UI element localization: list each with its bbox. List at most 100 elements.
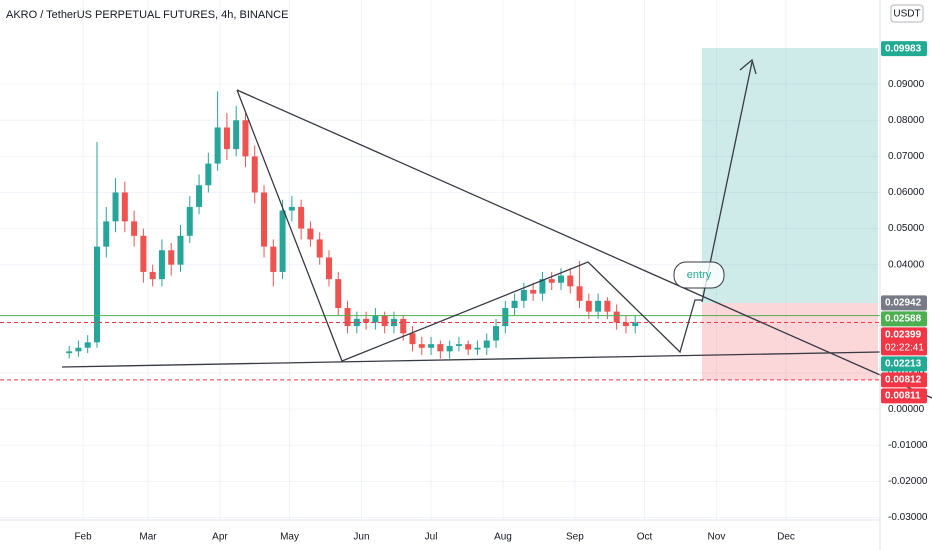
y-tick-label: -0.02000 <box>888 476 928 487</box>
currency-box <box>890 4 924 23</box>
x-tick-label: Feb <box>74 532 92 543</box>
y-tick-label: 0.05000 <box>888 223 925 234</box>
candle-body <box>437 344 444 352</box>
price-badge <box>881 41 927 57</box>
y-tick-label: 0.00000 <box>888 404 925 415</box>
chart-title: AKRO / TetherUS PERPETUAL FUTURES, 4h, B… <box>6 9 288 21</box>
candle-body <box>585 300 592 312</box>
currency: USDT <box>893 9 920 20</box>
candles <box>66 91 639 359</box>
price-badge-label: 0.02942 <box>885 298 922 309</box>
price-badge-label: 0.02213 <box>885 359 922 370</box>
candle-body <box>465 344 472 350</box>
candle-body <box>84 342 91 348</box>
x-tick-label: Mar <box>139 532 157 543</box>
price-badge-label: 0.00811 <box>885 391 921 402</box>
candle-body <box>381 315 388 327</box>
candle-body <box>66 351 73 354</box>
entry-bubble <box>673 261 725 289</box>
candle-body <box>103 221 110 247</box>
price-badge <box>881 356 927 372</box>
candle-body <box>548 279 555 283</box>
candle-body <box>140 235 147 272</box>
candle-body <box>112 192 119 222</box>
candle-body <box>446 345 453 352</box>
candle-body <box>576 286 583 301</box>
candle-body <box>149 271 156 280</box>
candle-body <box>400 318 407 334</box>
candle-body <box>223 127 230 150</box>
candle-body <box>325 257 332 280</box>
candle-body <box>75 347 82 352</box>
candle-body <box>511 300 518 309</box>
price-badge <box>881 388 927 404</box>
y-tick-label: 0.08000 <box>888 115 925 126</box>
candle-body <box>418 344 425 348</box>
candle-body <box>177 235 184 265</box>
candle-body <box>363 318 370 323</box>
price-badge <box>881 295 927 311</box>
trendline <box>236 89 932 399</box>
candle-body <box>158 250 165 280</box>
x-tick-label: Dec <box>777 532 795 543</box>
candle-body <box>242 120 249 157</box>
x-tick-label: May <box>280 532 299 543</box>
y-tick-label: 0.06000 <box>888 187 925 198</box>
price-badge <box>881 372 927 388</box>
price-lines <box>0 315 880 381</box>
candle-body <box>168 250 175 265</box>
stop-zone <box>702 303 878 380</box>
candle-body <box>288 206 295 211</box>
candle-body <box>279 210 286 272</box>
y-tick-label: -0.01000 <box>888 440 928 451</box>
candle-body <box>409 333 416 345</box>
x-tick-label: Aug <box>494 532 512 543</box>
price-badge <box>881 327 927 356</box>
target-zone <box>702 48 878 303</box>
candle-body <box>483 340 490 348</box>
price-badges: 0.09983 0.02942 0.02588 0.02399 02:22:41 0.02… <box>881 41 927 404</box>
candle-body <box>595 300 602 312</box>
x-tick-label: Jul <box>425 532 438 543</box>
candle-body <box>622 322 629 327</box>
candle-body <box>251 156 258 193</box>
candle-body <box>604 300 611 312</box>
candle-body <box>502 308 509 327</box>
countdown: 02:22:41 <box>885 343 924 354</box>
trendline <box>61 351 881 368</box>
candle-body <box>455 344 462 346</box>
candle-body <box>307 228 314 240</box>
candle-body <box>567 275 574 287</box>
zigzag <box>236 89 702 362</box>
candle-body <box>186 206 193 236</box>
arrow-head <box>739 58 757 75</box>
candle-body <box>372 315 379 323</box>
candle-body <box>539 279 546 294</box>
candle-body <box>557 275 564 283</box>
candle-body <box>530 289 537 294</box>
grid <box>0 0 880 520</box>
candle-body <box>474 347 481 350</box>
price-badge-label: 0.09983 <box>885 43 922 54</box>
candle-body <box>131 221 138 236</box>
price-badge-label: 0.00812 <box>885 375 922 386</box>
candle-body <box>335 279 342 309</box>
candle-body <box>520 289 527 301</box>
candle-body <box>344 308 351 327</box>
y-tick-label: 0.09000 <box>888 79 925 90</box>
candle-body <box>632 322 639 327</box>
price-badge-label: 0.02588 <box>885 314 922 325</box>
candle-body <box>428 344 435 348</box>
candle-body <box>196 185 203 207</box>
x-tick-label: Apr <box>212 532 228 543</box>
candle-body <box>316 239 323 258</box>
y-tick-label: -0.03000 <box>888 512 928 523</box>
x-tick-label: Nov <box>708 532 726 543</box>
y-tick-label: 0.07000 <box>888 151 925 162</box>
candle-body <box>613 311 620 323</box>
candle-body <box>233 120 240 150</box>
candle-body <box>121 192 128 222</box>
x-tick-label: Oct <box>637 532 653 543</box>
candle-body <box>298 206 305 229</box>
